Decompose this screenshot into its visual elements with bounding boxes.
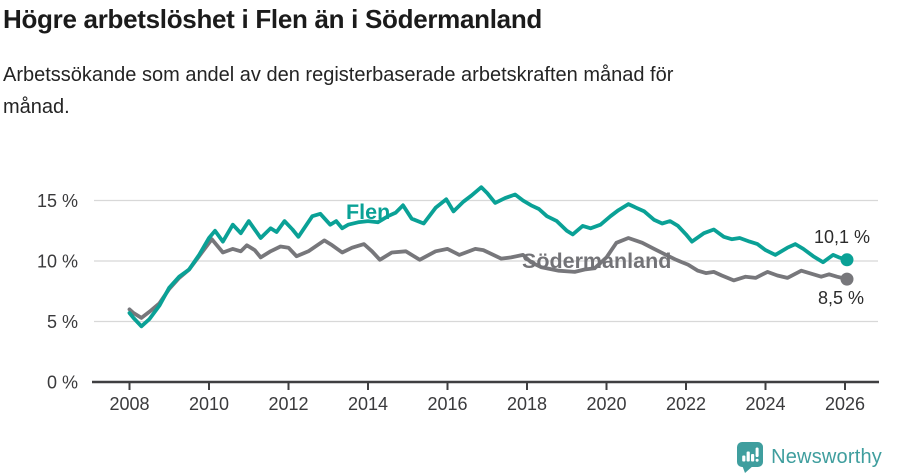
y-tick-label-0: 0 % xyxy=(47,373,78,393)
chart-subtitle: Arbetssökande som andel av den registerb… xyxy=(3,59,883,123)
x-tick-label-2026: 2026 xyxy=(825,394,865,414)
y-tick-label-10: 10 % xyxy=(37,252,78,272)
brand-name: Newsworthy xyxy=(771,445,882,468)
page-title: Högre arbetslöshet i Flen än i Södermanl… xyxy=(3,4,542,34)
x-tick-label-2024: 2024 xyxy=(745,394,785,414)
bar-chart-speech-bubble-icon xyxy=(737,442,764,473)
y-tick-label-15: 15 % xyxy=(37,191,78,211)
end-dot-södermanland xyxy=(840,272,854,286)
series-label-södermanland: Södermanland xyxy=(522,249,671,273)
x-tick-label-2010: 2010 xyxy=(189,394,229,414)
chart-header: Högre arbetslöshet i Flen än i Södermanl… xyxy=(3,4,883,123)
x-tick-label-2022: 2022 xyxy=(666,394,706,414)
newsworthy-logo[interactable]: Newsworthy xyxy=(736,441,882,473)
end-value-label-flen: 10,1 % xyxy=(814,227,870,247)
y-tick-label-5: 5 % xyxy=(47,312,78,332)
x-tick-label-2008: 2008 xyxy=(109,394,149,414)
x-tick-label-2020: 2020 xyxy=(586,394,626,414)
series-line-flen xyxy=(127,185,849,329)
subtitle-line-1: Arbetssökande som andel av den registerb… xyxy=(3,64,674,86)
series-label-flen: Flen xyxy=(346,200,390,224)
x-tick-label-2014: 2014 xyxy=(348,394,388,414)
subtitle-line-2: månad. xyxy=(3,96,70,118)
x-tick-label-2016: 2016 xyxy=(427,394,467,414)
x-tick-label-2018: 2018 xyxy=(507,394,547,414)
end-value-label-södermanland: 8,5 % xyxy=(818,288,864,308)
series-line-södermanland xyxy=(127,236,849,320)
x-tick-label-2012: 2012 xyxy=(268,394,308,414)
end-dot-flen xyxy=(840,253,854,267)
